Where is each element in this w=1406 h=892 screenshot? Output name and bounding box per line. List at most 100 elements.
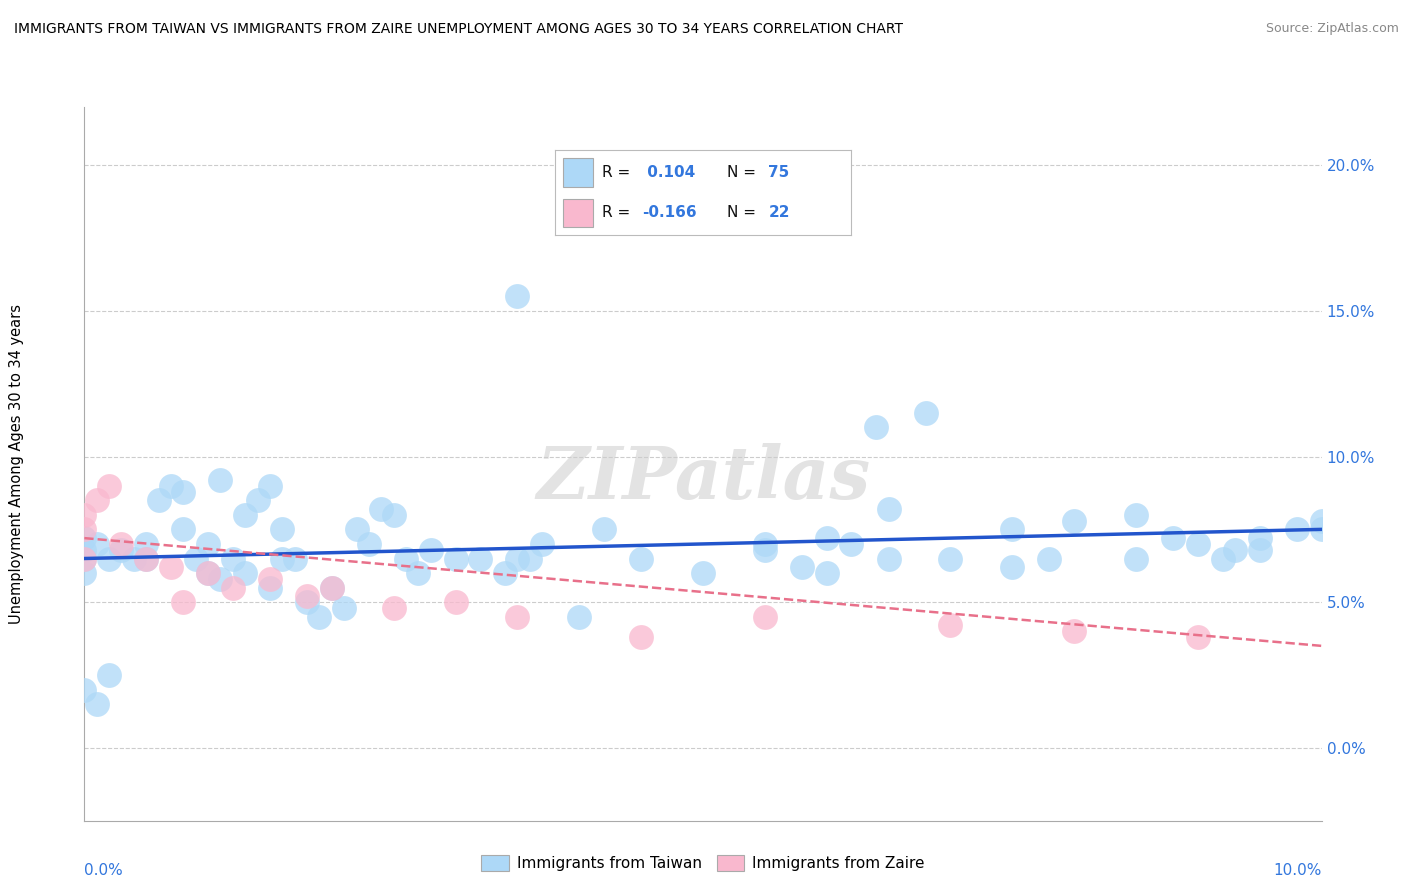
Point [939,551,962,566]
Point [135,551,157,566]
Point [1001,522,1024,536]
Point [160,478,183,492]
Point [692,566,714,580]
Point [754,537,776,551]
Point [73,531,96,545]
Point [148,493,170,508]
Point [754,609,776,624]
Text: Source: ZipAtlas.com: Source: ZipAtlas.com [1265,22,1399,36]
Point [172,595,194,609]
Point [197,537,219,551]
Text: R =: R = [602,205,636,219]
Point [1063,514,1085,528]
Point [86,697,108,711]
Point [295,590,318,604]
Point [444,595,467,609]
Point [233,508,256,522]
Point [209,473,232,487]
Point [568,609,591,624]
Point [841,537,863,551]
Point [1187,630,1209,644]
Point [86,537,108,551]
Point [271,522,294,536]
Point [914,406,936,420]
Text: R =: R = [602,165,636,179]
Point [506,289,529,303]
Point [172,484,194,499]
Point [73,566,96,580]
Point [506,551,529,566]
Point [184,551,207,566]
Point [593,522,616,536]
Point [506,609,529,624]
Point [110,542,132,557]
Point [110,537,132,551]
Point [370,502,392,516]
Text: N =: N = [727,205,761,219]
Point [519,551,541,566]
Point [333,601,356,615]
Point [209,572,232,586]
Point [1310,522,1333,536]
Text: -0.166: -0.166 [643,205,697,219]
Point [73,522,96,536]
Point [754,542,776,557]
Point [865,420,887,434]
Point [382,601,405,615]
Text: ZIPatlas: ZIPatlas [536,442,870,514]
Point [1310,514,1333,528]
Point [1161,531,1184,545]
Point [1125,551,1147,566]
Point [815,566,838,580]
Point [295,595,318,609]
Point [1249,531,1271,545]
Point [815,531,838,545]
Point [98,551,121,566]
Point [1249,542,1271,557]
Point [233,566,256,580]
Point [1125,508,1147,522]
Point [73,551,96,566]
Point [630,551,652,566]
Point [630,630,652,644]
Point [197,566,219,580]
FancyBboxPatch shape [564,199,593,227]
Point [222,581,245,595]
Point [73,542,96,557]
Point [271,551,294,566]
Point [408,566,430,580]
Point [86,493,108,508]
Point [259,478,281,492]
Point [1285,522,1308,536]
Point [395,551,418,566]
Text: IMMIGRANTS FROM TAIWAN VS IMMIGRANTS FROM ZAIRE UNEMPLOYMENT AMONG AGES 30 TO 34: IMMIGRANTS FROM TAIWAN VS IMMIGRANTS FRO… [14,22,903,37]
Point [357,537,380,551]
Point [308,609,330,624]
Text: 10.0%: 10.0% [1274,863,1322,879]
Text: 75: 75 [768,165,790,179]
Point [1063,624,1085,639]
Point [73,508,96,522]
Point [73,682,96,697]
Point [321,581,343,595]
Point [73,551,96,566]
Point [470,551,492,566]
Point [382,508,405,522]
Point [321,581,343,595]
Point [1001,560,1024,574]
Point [666,173,689,187]
Point [1212,551,1234,566]
Point [122,551,145,566]
Point [531,537,554,551]
Point [877,502,900,516]
Point [259,581,281,595]
Point [877,551,900,566]
Text: 0.0%: 0.0% [84,863,124,879]
Point [1187,537,1209,551]
Point [494,566,516,580]
Point [419,542,441,557]
Legend: Immigrants from Taiwan, Immigrants from Zaire: Immigrants from Taiwan, Immigrants from … [475,849,931,877]
Point [790,560,813,574]
Point [346,522,368,536]
Point [939,618,962,632]
